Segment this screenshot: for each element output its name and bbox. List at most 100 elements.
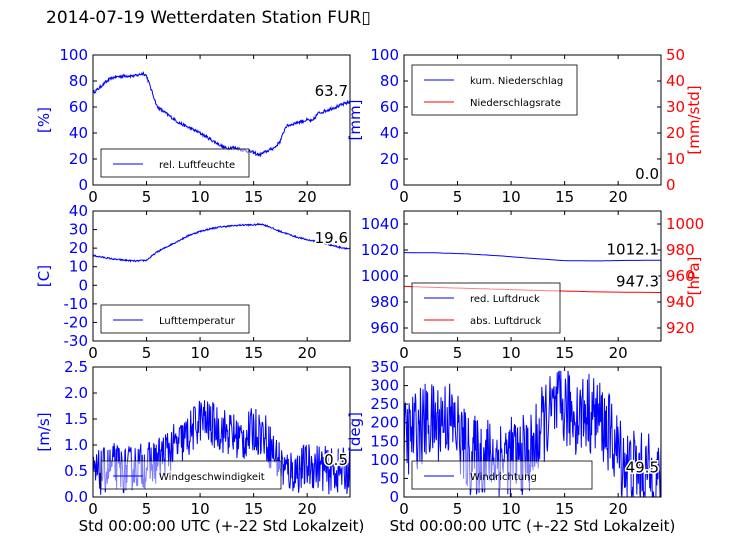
x-tick-label: 5 (142, 344, 152, 362)
y-tick-label: 0 (389, 176, 399, 194)
x-tick-label: 20 (609, 344, 628, 362)
y-axis-label: [mm] (346, 100, 364, 141)
value-annotation: 19.6 (315, 229, 348, 247)
y-tick-label: 50 (380, 469, 399, 487)
x-tick-label: 20 (609, 500, 628, 518)
y-tick-label: 200 (370, 414, 399, 432)
legend-box (100, 148, 250, 178)
y-tick-label: 980 (370, 293, 399, 311)
x-tick-label: 15 (555, 188, 574, 206)
value-annotation: 1012.1 (607, 240, 660, 258)
y-axis-label: [C] (35, 265, 53, 287)
y-tick-label: 0.5 (64, 462, 88, 480)
legend-box (411, 460, 593, 490)
y2-tick-label: 30 (666, 98, 685, 116)
x-tick-label: 10 (502, 500, 521, 518)
y2-tick-label: 50 (666, 46, 685, 64)
x-tick-label: 0 (399, 500, 409, 518)
y-tick-label: 350 (370, 358, 399, 376)
series-line-4-1 (404, 252, 661, 262)
legend-box (411, 282, 561, 334)
y-tick-label: 100 (370, 46, 399, 64)
value-annotation: 49.5 (626, 458, 659, 476)
x-tick-label: 15 (244, 188, 263, 206)
x-tick-label: 0 (88, 188, 98, 206)
x-tick-label: 5 (453, 500, 463, 518)
x-tick-label: 5 (453, 188, 463, 206)
series-line-1-1 (92, 70, 351, 158)
y-tick-label: 1040 (361, 215, 399, 233)
y2-tick-label: 1000 (666, 215, 704, 233)
y-tick-label: 30 (69, 221, 88, 239)
y-tick-label: 2.0 (64, 384, 88, 402)
y2-tick-label: 980 (666, 241, 695, 259)
y-tick-label: 100 (59, 46, 88, 64)
y-tick-label: -30 (64, 332, 89, 350)
y2-tick-label: 0 (666, 176, 676, 194)
legend-label: red. Luftdruck (470, 294, 540, 305)
x-tick-label: 20 (298, 344, 317, 362)
y-tick-label: 10 (69, 258, 88, 276)
legend-label: abs. Luftdruck (470, 316, 541, 327)
y-tick-label: 60 (380, 98, 399, 116)
x-tick-label: 15 (244, 344, 263, 362)
y-tick-label: 20 (69, 239, 88, 257)
y2-axis-label: [mm/std] (685, 85, 703, 154)
y-tick-label: 60 (69, 98, 88, 116)
value-annotation: 63.7 (315, 82, 348, 100)
y-tick-label: 2.5 (64, 358, 88, 376)
y-axis-label: [m/s] (35, 412, 53, 451)
plot-frame-2 (403, 54, 662, 186)
y-tick-label: 1.5 (64, 410, 88, 428)
legend-label: Lufttemperatur (159, 316, 236, 327)
y-tick-label: 40 (380, 124, 399, 142)
y-tick-label: 150 (370, 432, 399, 450)
y-tick-label: 20 (69, 150, 88, 168)
x-tick-label: 10 (502, 188, 521, 206)
y-tick-label: 40 (69, 202, 88, 220)
y-tick-label: 40 (69, 124, 88, 142)
y-tick-label: 0 (389, 488, 399, 506)
y2-axis-label: [hPa] (685, 257, 703, 296)
y2-tick-label: 20 (666, 124, 685, 142)
y2-tick-label: 10 (666, 150, 685, 168)
x-tick-label: 10 (502, 344, 521, 362)
value-annotation: 0.0 (635, 165, 659, 183)
y-tick-label: 80 (380, 72, 399, 90)
x-axis-label: Std 00:00:00 UTC (+-22 Std Lokalzeit) (390, 517, 676, 535)
x-tick-label: 0 (88, 344, 98, 362)
y2-tick-label: 40 (666, 72, 685, 90)
x-axis-label: Std 00:00:00 UTC (+-22 Std Lokalzeit) (79, 517, 365, 535)
x-tick-label: 15 (244, 500, 263, 518)
x-tick-label: 20 (298, 500, 317, 518)
y-tick-label: 0.0 (64, 488, 88, 506)
x-tick-label: 0 (399, 188, 409, 206)
x-tick-label: 0 (88, 500, 98, 518)
legend-box (100, 304, 250, 334)
plot-frame-1 (92, 54, 351, 186)
y2-tick-label: 960 (666, 267, 695, 285)
legend-label: kum. Niederschlag (470, 76, 563, 87)
y2-tick-label: 920 (666, 319, 695, 337)
x-tick-label: 5 (142, 500, 152, 518)
y-tick-label: 1000 (361, 267, 399, 285)
x-tick-label: 10 (191, 500, 210, 518)
y-tick-label: 0 (78, 276, 88, 294)
legend-label: Niederschlagsrate (470, 98, 561, 109)
plot-frame-3 (92, 210, 351, 342)
y-tick-label: 250 (370, 395, 399, 413)
y-tick-label: 0 (78, 176, 88, 194)
y-tick-label: -20 (64, 313, 89, 331)
value-annotation: 0.0 (635, 165, 659, 183)
legend-label: Windrichtung (470, 472, 537, 483)
figure-title: 2014-07-19 Wetterdaten Station FUR▯ (46, 8, 371, 28)
y-tick-label: 960 (370, 319, 399, 337)
x-tick-label: 10 (191, 188, 210, 206)
y-tick-label: 20 (380, 150, 399, 168)
y-axis-label: [%] (35, 107, 53, 133)
series-line-6-1 (403, 370, 662, 498)
plot-frame-5 (92, 366, 351, 498)
plot-frame-6 (403, 366, 662, 498)
legend-box (100, 460, 282, 490)
